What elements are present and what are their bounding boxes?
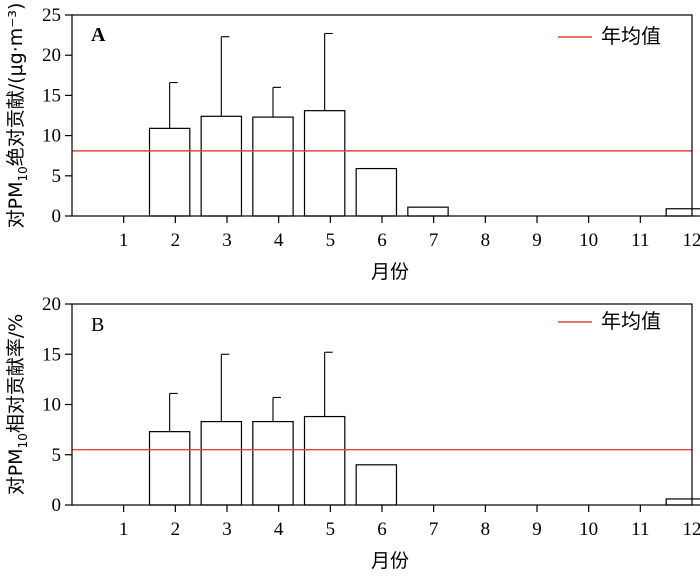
x-tick-label: 9 — [532, 519, 542, 540]
y-axis-label-subscript: 10 — [16, 433, 30, 448]
x-tick-label: 6 — [377, 519, 387, 540]
bar-month-12 — [665, 208, 700, 217]
x-tick-label: 2 — [171, 230, 181, 251]
x-tick-label: 2 — [171, 519, 181, 540]
y-tick-label: 20 — [42, 294, 61, 315]
x-tick-label: 3 — [222, 519, 232, 540]
y-tick-label: 15 — [42, 85, 61, 106]
y-tick-label: 15 — [42, 344, 61, 365]
x-tick-label: 12 — [683, 230, 700, 251]
bar-month-3 — [200, 420, 243, 506]
legend-label: 年均值 — [601, 24, 661, 48]
x-tick-label: 11 — [631, 230, 649, 251]
x-tick-label: 4 — [274, 230, 284, 251]
y-axis-label-subscript: 10 — [16, 166, 30, 181]
y-tick-label: 10 — [42, 395, 61, 416]
x-tick-label: 8 — [481, 230, 491, 251]
legend-label: 年均值 — [601, 309, 661, 333]
bar-month-6 — [355, 464, 398, 506]
x-tick-label: 1 — [119, 519, 129, 540]
x-tick-label: 12 — [683, 519, 700, 540]
x-tick-label: 4 — [274, 519, 284, 540]
y-axis-label: 对PM10相对贡献率/% — [5, 314, 30, 496]
bar-month-12 — [665, 498, 700, 506]
x-axis-label: 月份 — [371, 550, 409, 572]
x-tick-label: 10 — [579, 519, 598, 540]
x-tick-label: 5 — [326, 519, 336, 540]
y-tick-label: 0 — [52, 206, 62, 227]
x-tick-label: 8 — [481, 519, 491, 540]
y-tick-label: 10 — [42, 126, 61, 147]
y-tick-label: 5 — [52, 166, 62, 187]
y-tick-label: 25 — [42, 5, 61, 26]
x-tick-label: 9 — [532, 230, 542, 251]
bar-month-5 — [303, 110, 346, 217]
y-tick-label: 20 — [42, 45, 61, 66]
x-tick-label: 6 — [377, 230, 387, 251]
bar-month-2 — [148, 127, 191, 217]
panel-letter: B — [91, 314, 104, 336]
bar-month-7 — [407, 206, 449, 217]
bar-month-5 — [303, 415, 346, 506]
y-axis-label-prefix: 对PM — [5, 448, 27, 495]
bar-month-4 — [252, 420, 294, 506]
y-axis-label: 对PM10绝对贡献/(μg·m⁻³) — [5, 3, 30, 229]
panel-letter: A — [91, 24, 106, 46]
bar-month-4 — [252, 116, 294, 217]
y-axis-label-suffix: 绝对贡献/(μg·m⁻³) — [5, 3, 27, 167]
y-tick-label: 5 — [52, 445, 62, 466]
x-tick-label: 5 — [326, 230, 336, 251]
y-axis-label-suffix: 相对贡献率/% — [5, 314, 27, 433]
x-tick-label: 11 — [631, 519, 649, 540]
x-tick-label: 3 — [222, 230, 232, 251]
x-tick-label: 7 — [429, 230, 439, 251]
x-tick-label: 10 — [579, 230, 598, 251]
x-axis-label: 月份 — [371, 261, 409, 283]
y-tick-label: 0 — [52, 495, 62, 516]
bar-month-3 — [200, 115, 243, 217]
y-axis-label-prefix: 对PM — [5, 182, 27, 229]
x-tick-label: 7 — [429, 519, 439, 540]
bar-month-2 — [148, 431, 191, 506]
bar-month-6 — [355, 167, 398, 217]
x-tick-label: 1 — [119, 230, 129, 251]
